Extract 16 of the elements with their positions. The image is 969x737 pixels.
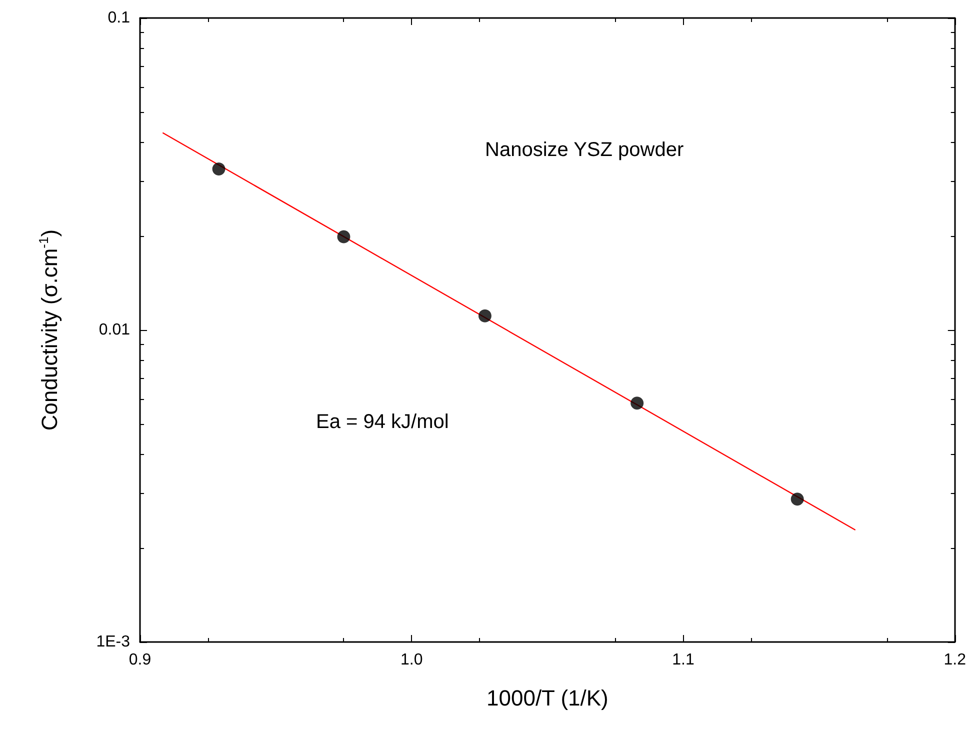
point [212, 162, 226, 176]
y-tick-label: 0.1 [108, 10, 130, 26]
y-tick-label: 1E-3 [96, 634, 130, 650]
point [790, 492, 804, 506]
x-axis-title: 1000/T (1/K) [486, 686, 608, 710]
x-tick-label: 1.0 [400, 652, 423, 668]
y-tick-label: 0.01 [98, 322, 130, 338]
y-axis-title: Conductivity (σ.cm-1) [36, 229, 62, 431]
annotation: Nanosize YSZ powder [485, 139, 684, 161]
x-tick-label: 1.1 [672, 652, 694, 668]
point [337, 230, 350, 244]
point [478, 309, 492, 322]
x-tick-label: 1.2 [944, 652, 966, 668]
point [630, 396, 644, 410]
x-tick-label: 0.9 [128, 652, 152, 668]
annotation: Ea = 94 kJ/mol [316, 411, 449, 433]
